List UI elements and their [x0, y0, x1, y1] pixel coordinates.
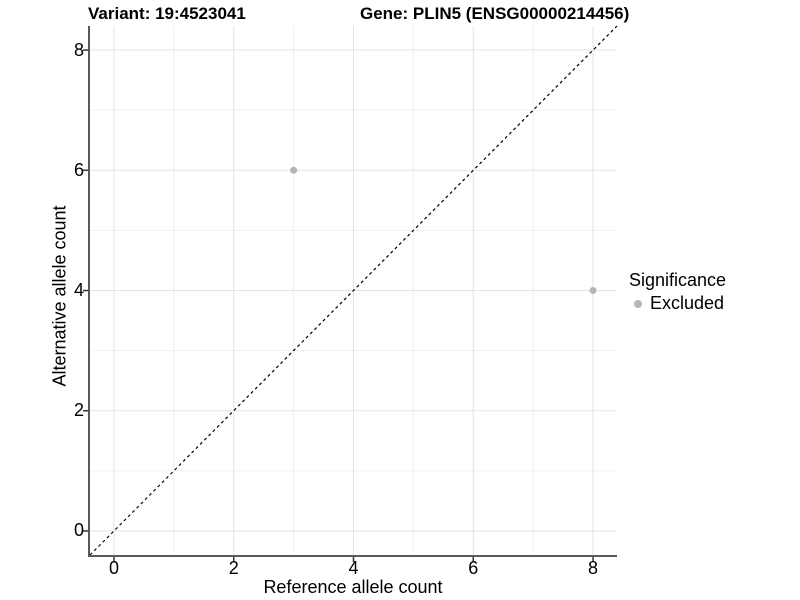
legend-item-label: Excluded — [650, 293, 725, 313]
x-axis-tick-label: 2 — [228, 558, 239, 578]
x-axis-tick-label: 4 — [348, 558, 359, 578]
y-axis-tick-label: 6 — [73, 159, 84, 180]
data-point — [290, 166, 298, 174]
y-axis-title: Alternative allele count — [49, 205, 70, 387]
y-axis-tick-label: 8 — [73, 39, 84, 60]
legend: Significance Excluded — [629, 270, 726, 314]
y-axis-tick-label: 4 — [73, 280, 84, 300]
y-axis-tick-label: 2 — [73, 400, 84, 421]
legend-point-icon — [634, 299, 642, 308]
identity-reference-line — [89, 25, 618, 556]
plot-area-svg — [83, 25, 618, 562]
legend-item-excluded: Excluded — [629, 293, 726, 314]
data-point — [589, 287, 597, 294]
x-axis-tick-label: 6 — [468, 558, 479, 578]
variant-title: Variant: 19:4523041 — [88, 4, 246, 23]
plot-panel — [83, 25, 618, 562]
y-axis-tick-label: 0 — [73, 520, 84, 541]
legend-title: Significance — [629, 270, 727, 290]
x-axis-tick-label: 8 — [588, 558, 599, 578]
gene-title: Gene: PLIN5 (ENSG00000214456) — [360, 4, 630, 23]
x-axis-title: Reference allele count — [263, 577, 443, 597]
x-axis-tick-label: 0 — [108, 558, 119, 578]
